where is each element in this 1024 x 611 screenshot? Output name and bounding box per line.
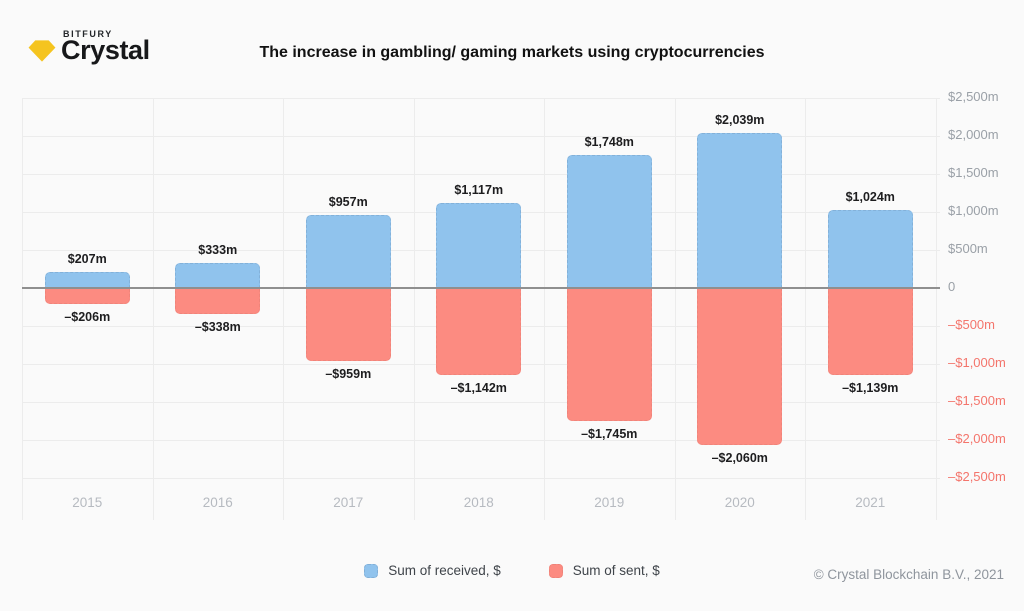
- x-axis-label-2019: 2019: [594, 495, 625, 510]
- y-axis-tick-label: –$1,500m: [948, 393, 1006, 408]
- y-axis-tick-label: $1,000m: [948, 203, 999, 218]
- y-axis-tick-label: $500m: [948, 241, 988, 256]
- category-separator: [805, 98, 806, 520]
- y-gridline: [22, 136, 940, 137]
- y-axis-tick-label: –$2,500m: [948, 469, 1006, 484]
- y-gridline: [22, 478, 940, 479]
- value-label-received-2021: $1,024m: [845, 190, 895, 205]
- value-label-sent-2019: –$1,745m: [581, 426, 638, 441]
- legend-label-sent: Sum of sent, $: [572, 563, 660, 578]
- y-axis-tick-label: –$500m: [948, 317, 995, 332]
- bar-received-2015: [44, 272, 130, 288]
- value-label-received-2016: $333m: [198, 242, 238, 257]
- value-label-sent-2016: –$338m: [194, 319, 241, 334]
- brand-bitfury: BITFURY: [63, 29, 113, 39]
- bar-sent-2015: [44, 288, 130, 304]
- value-label-sent-2018: –$1,142m: [450, 380, 507, 395]
- bar-received-2019: [566, 155, 652, 288]
- x-axis-label-2021: 2021: [855, 495, 886, 510]
- bar-sent-2020: [697, 288, 783, 445]
- sent-swatch-icon: [548, 563, 563, 578]
- brand-crystal: Crystal: [61, 35, 150, 65]
- category-separator: [22, 98, 23, 520]
- bar-sent-2016: [175, 288, 261, 314]
- bar-sent-2018: [436, 288, 522, 375]
- received-swatch-icon: [364, 563, 379, 578]
- bar-received-2020: [697, 133, 783, 288]
- y-gridline: [22, 440, 940, 441]
- value-label-received-2017: $957m: [328, 195, 368, 210]
- value-label-sent-2015: –$206m: [64, 309, 111, 324]
- chart-legend: Sum of received, $ Sum of sent, $: [0, 563, 1024, 578]
- y-gridline: [22, 402, 940, 403]
- legend-label-received: Sum of received, $: [388, 563, 501, 578]
- y-gridline: [22, 98, 940, 99]
- category-separator: [544, 98, 545, 520]
- y-axis-tick-label: $1,500m: [948, 165, 999, 180]
- category-separator: [283, 98, 284, 520]
- y-axis-tick-label: –$2,000m: [948, 431, 1006, 446]
- value-label-received-2019: $1,748m: [584, 135, 634, 150]
- chart-title: The increase in gambling/ gaming markets…: [259, 44, 765, 61]
- x-axis-label-2020: 2020: [724, 495, 755, 510]
- category-separator: [413, 98, 415, 520]
- bar-received-2018: [436, 203, 522, 288]
- value-label-received-2015: $207m: [67, 252, 107, 267]
- value-label-sent-2017: –$959m: [325, 366, 372, 381]
- value-label-sent-2021: –$1,139m: [842, 380, 899, 395]
- y-axis-tick-label: 0: [948, 279, 956, 294]
- zero-axis-line: [22, 287, 940, 289]
- bar-received-2017: [305, 215, 391, 288]
- y-gridline: [22, 174, 940, 175]
- legend-item-received: Sum of received, $: [364, 563, 501, 578]
- category-separator: [152, 98, 154, 520]
- category-separator: [935, 98, 937, 520]
- x-axis-label-2017: 2017: [333, 495, 364, 510]
- bar-sent-2021: [827, 288, 913, 375]
- bitfury-crystal-logo: BITFURY Crystal: [26, 27, 206, 67]
- bar-received-2021: [827, 210, 913, 288]
- value-label-received-2018: $1,117m: [454, 183, 504, 198]
- x-axis-label-2016: 2016: [202, 495, 233, 510]
- category-separator: [674, 98, 676, 520]
- legend-item-sent: Sum of sent, $: [548, 563, 660, 578]
- x-axis-label-2015: 2015: [72, 495, 103, 510]
- y-axis-tick-label: $2,000m: [948, 127, 999, 142]
- y-axis-tick-label: $2,500m: [948, 89, 999, 104]
- value-label-received-2020: $2,039m: [715, 113, 765, 128]
- bar-sent-2017: [305, 288, 391, 361]
- y-axis-tick-label: –$1,000m: [948, 355, 1006, 370]
- value-label-sent-2020: –$2,060m: [711, 450, 768, 465]
- x-axis-label-2018: 2018: [463, 495, 494, 510]
- copyright-text: © Crystal Blockchain B.V., 2021: [813, 567, 1004, 582]
- gem-icon: [28, 40, 56, 62]
- bar-sent-2019: [566, 288, 652, 421]
- bar-received-2016: [175, 262, 261, 288]
